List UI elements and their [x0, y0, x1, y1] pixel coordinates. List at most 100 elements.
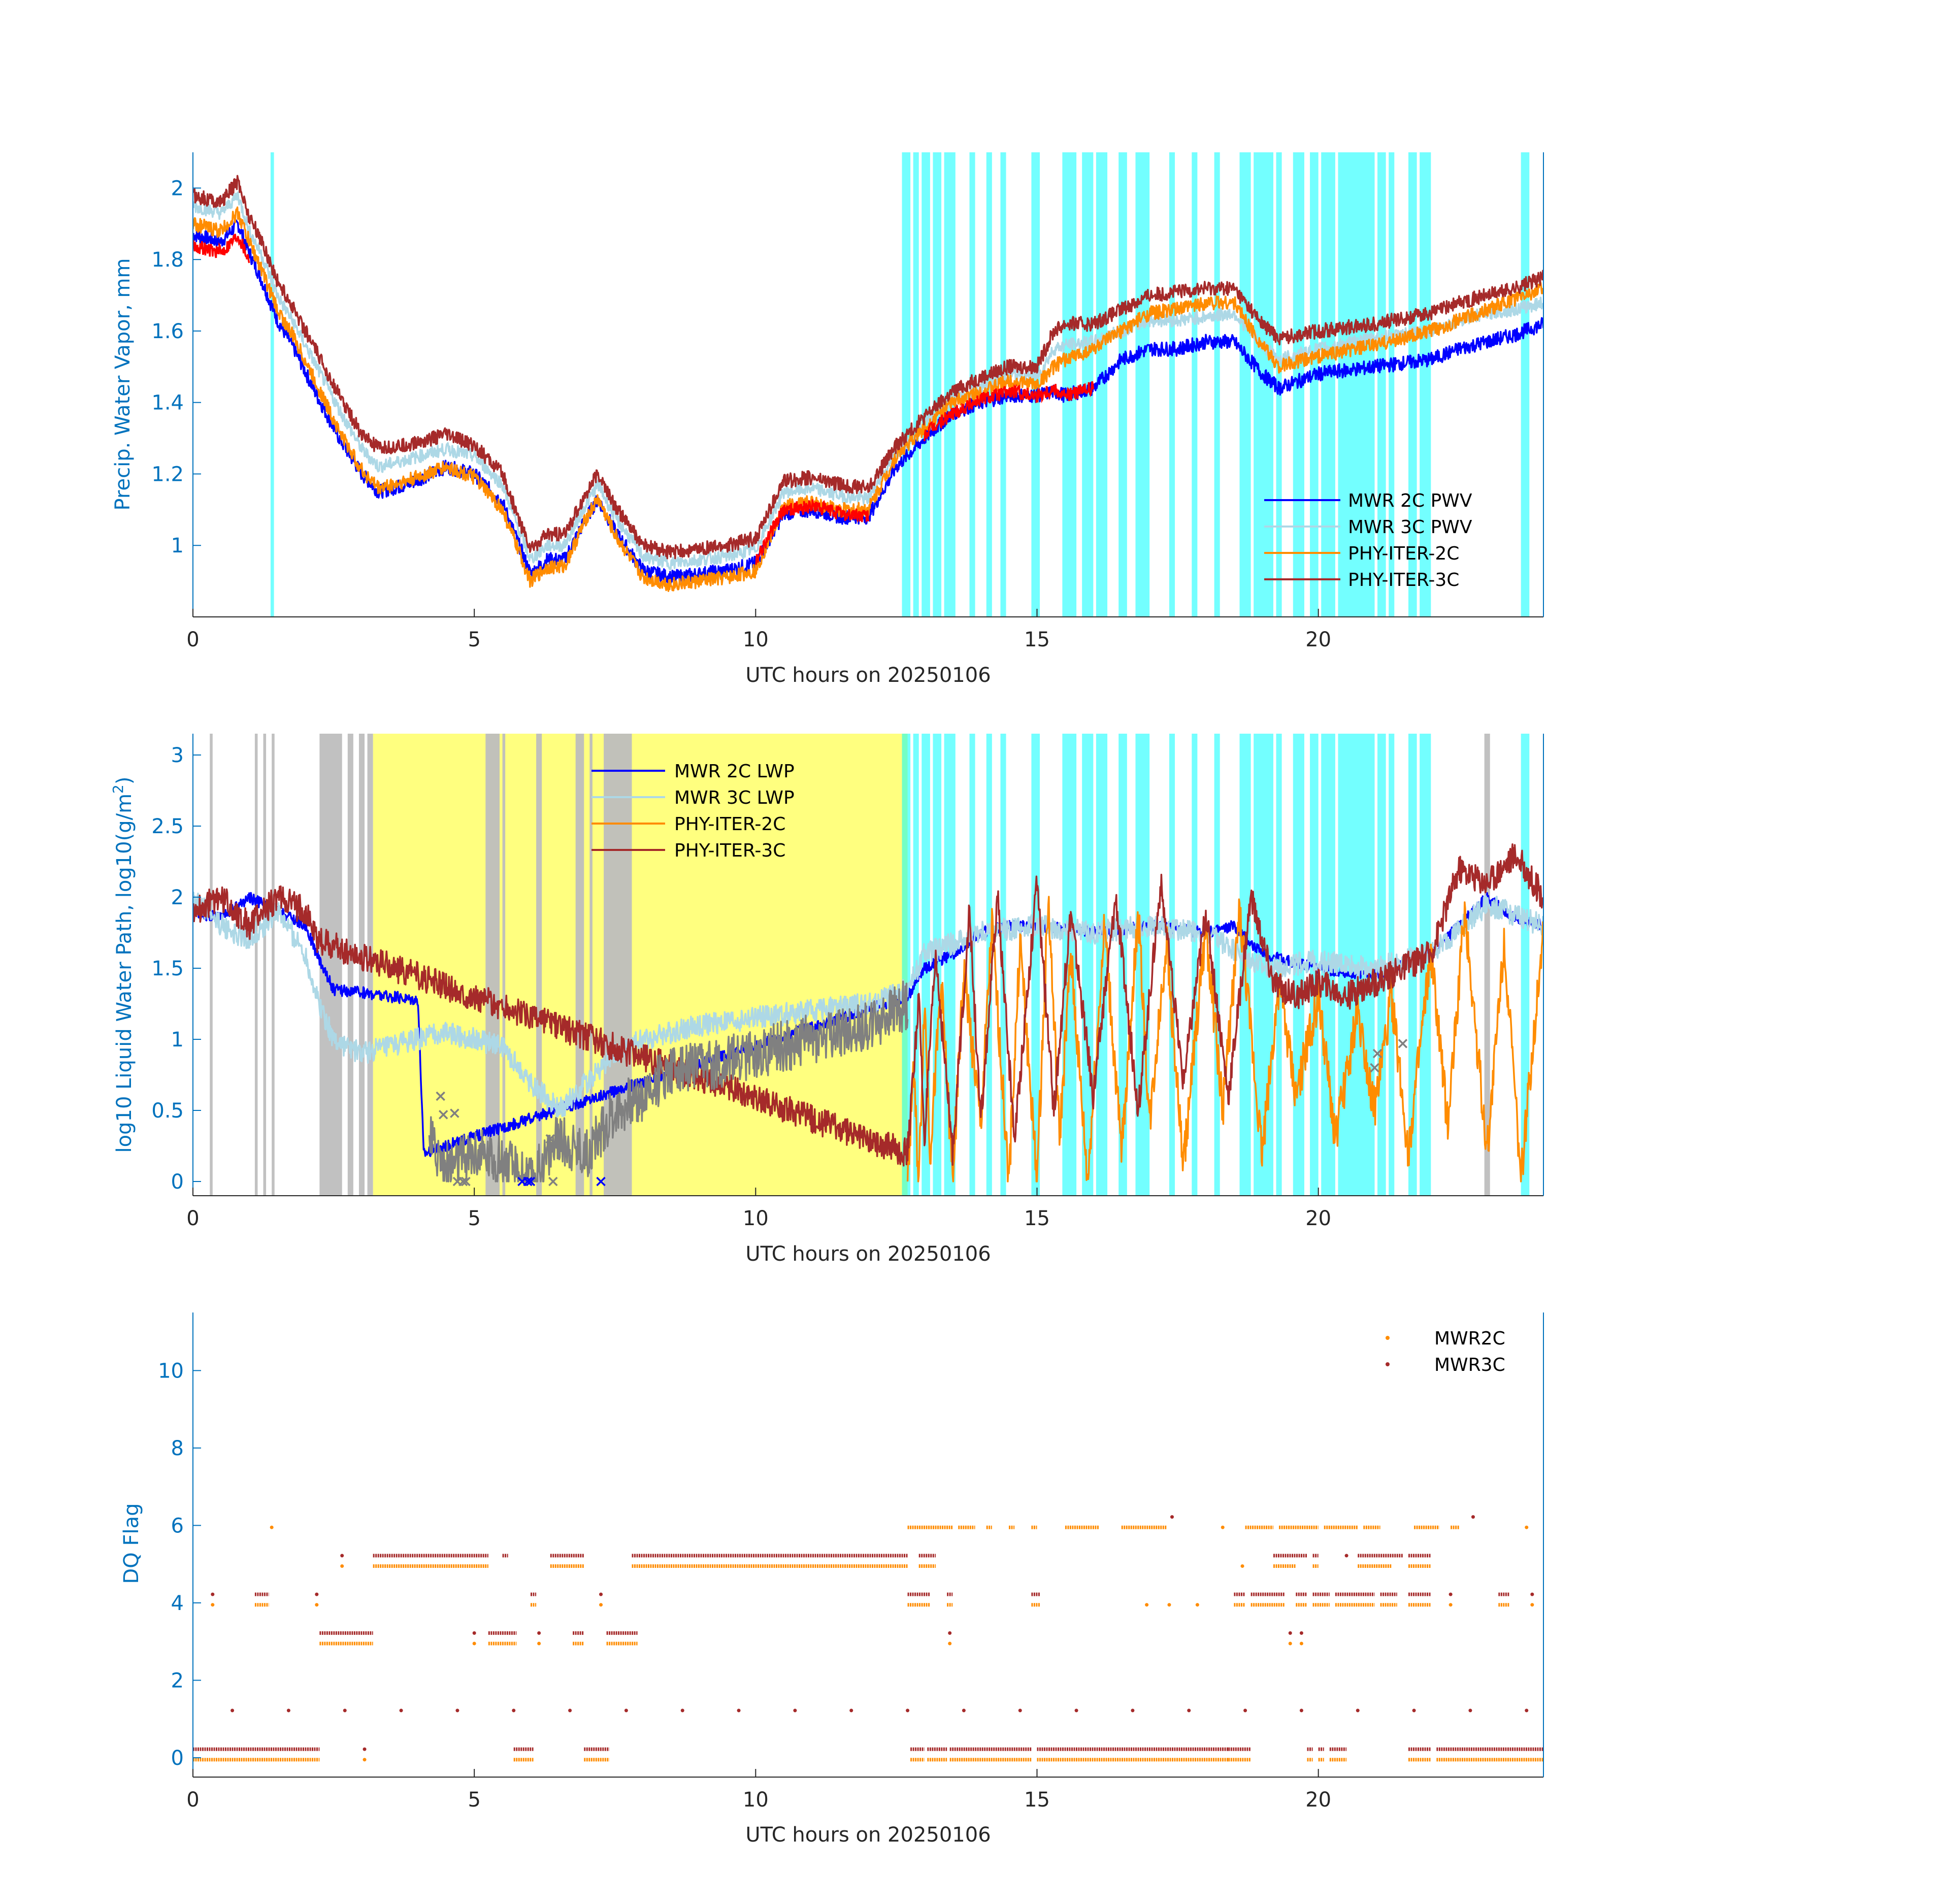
lwp-x-marker-gray-9: [1372, 1048, 1383, 1059]
lwp-legend: MWR 2C LWP MWR 3C LWP PHY-ITER-2C PHY-IT…: [591, 761, 795, 861]
lwp-gray-band-4: [319, 734, 342, 1196]
dq-point-mwr3c-1-1: [286, 1709, 290, 1713]
dq-point-mwr3c-5-0: [340, 1554, 344, 1558]
pwv-qc-band-23: [1321, 152, 1335, 617]
dq-legend: MWR2C MWR3C: [1386, 1328, 1505, 1375]
lwp-gray-band-10: [536, 734, 542, 1196]
dq-legend-marker-mwr2c: [1386, 1336, 1390, 1340]
dq-point-mwr3c-5-8: [1344, 1554, 1348, 1558]
pwv-ytick-label-2: 1.4: [151, 391, 184, 415]
dq-point-mwr3c-4-4: [599, 1592, 603, 1596]
lwp-series-mwr-3c-lwp-line: [193, 891, 1543, 1118]
dq-point-mwr3c-1-20: [1356, 1709, 1360, 1713]
pwv-qc-band-22: [1310, 152, 1319, 617]
dq-ytick-label-5: 10: [158, 1359, 184, 1383]
pwv-xtick-label-0: 0: [186, 628, 199, 651]
dq-point-mwr3c-4-0: [211, 1592, 215, 1596]
dq-point-mwr3c-1-13: [962, 1709, 966, 1713]
dq-point-mwr3c-1-4: [455, 1709, 459, 1713]
lwp-legend-label-mwr3c: MWR 3C LWP: [674, 787, 795, 808]
dq-point-mwr3c-1-0: [231, 1709, 235, 1713]
dq-point-mwr3c-3-3: [537, 1631, 541, 1635]
dq-axes: 0 5 10 15 20 0 2 4 6 8 10 DQ Flag UTC hours on 202…: [120, 1312, 1544, 1847]
lwp-ylabel-main: log10 Liquid Water Path, log10(g/m: [113, 794, 136, 1153]
lwp-plot-area: [193, 734, 1543, 1196]
pwv-marks: [193, 152, 1543, 617]
pwv-legend: MWR 2C PWV MWR 3C PWV PHY-ITER-2C PHY-IT…: [1264, 490, 1472, 590]
lwp-cyan-band-12: [1118, 734, 1127, 1196]
dq-point-mwr3c-1-10: [793, 1709, 797, 1713]
dq-point-mwr2c-3-3: [537, 1642, 541, 1646]
dq-point-mwr3c-1-23: [1525, 1709, 1529, 1713]
lwp-legend-label-mwr2c: MWR 2C LWP: [674, 761, 795, 782]
lwp-x-marker-gray-4: [461, 1176, 471, 1187]
pwv-legend-label-phy2c: PHY-ITER-2C: [1348, 543, 1459, 564]
dq-point-mwr3c-1-9: [737, 1709, 741, 1713]
lwp-gray-band-8: [485, 734, 500, 1196]
lwp-xtick-label-3: 15: [1024, 1207, 1050, 1230]
dq-point-mwr3c-1-5: [512, 1709, 516, 1713]
pwv-qc-band-1: [902, 152, 911, 617]
dq-marks: [193, 1515, 1543, 1762]
dq-point-mwr2c-5-0: [340, 1564, 344, 1568]
dq-point-mwr3c-1-12: [906, 1709, 910, 1713]
pwv-xlabel: UTC hours on 20250106: [745, 664, 991, 687]
pwv-xtick-label-1: 5: [468, 628, 480, 651]
lwp-series-phy-iter-3c-line: [193, 843, 1543, 1167]
dq-point-mwr3c-6-1: [1471, 1515, 1475, 1519]
pwv-qc-band-12: [1096, 152, 1108, 617]
dq-point-mwr2c-3-1: [472, 1642, 476, 1646]
pwv-flagged-segment-2: [924, 381, 1095, 442]
lwp-xtick-label-1: 5: [468, 1207, 480, 1230]
dq-point-mwr3c-1-18: [1243, 1709, 1247, 1713]
dq-plot-area: [193, 1515, 1543, 1762]
dq-point-mwr3c-3-7: [1288, 1631, 1292, 1635]
dq-ytick-label-0: 0: [171, 1747, 184, 1770]
dq-point-mwr3c-1-6: [568, 1709, 572, 1713]
lwp-xlabel: UTC hours on 20250106: [745, 1242, 991, 1266]
pwv-qc-band-26: [1389, 152, 1395, 617]
lwp-x-marker-blue-3: [596, 1176, 606, 1187]
lwp-frame: 0 5 10 15 20 0 0.5 1 1.5 2 2.5 3: [151, 734, 1544, 1230]
dq-point-mwr3c-1-16: [1131, 1709, 1135, 1713]
dq-point-mwr2c-3-6: [948, 1642, 952, 1646]
lwp-ylabel-tail: ): [113, 777, 136, 785]
pwv-qc-band-29: [1521, 152, 1530, 617]
lwp-yellow-band-0: [373, 734, 908, 1196]
pwv-qc-band-15: [1169, 152, 1175, 617]
pwv-ylabel: Precip. Water Vapor, mm: [111, 258, 135, 511]
pwv-ytick-label-4: 1.8: [151, 248, 184, 272]
pwv-ytick-label-0: 1: [171, 534, 184, 557]
lwp-cyan-band-15: [1192, 734, 1198, 1196]
lwp-ytick-label-4: 2: [171, 886, 184, 909]
pwv-series-phy-iter-3c-line: [193, 175, 1543, 560]
dq-xtick-label-3: 15: [1024, 1788, 1050, 1812]
dq-ylabel: DQ Flag: [120, 1503, 143, 1584]
dq-point-mwr3c-3-8: [1299, 1631, 1303, 1635]
lwp-ytick-label-6: 3: [171, 744, 184, 767]
lwp-cyan-band-0: [902, 734, 911, 1196]
lwp-cyan-band-8: [1031, 734, 1040, 1196]
dq-point-mwr3c-4-17: [1530, 1592, 1534, 1596]
dq-point-mwr3c-1-14: [1018, 1709, 1022, 1713]
lwp-x-marker-gray-1: [438, 1110, 448, 1120]
dq-ytick-label-1: 2: [171, 1669, 184, 1692]
pwv-ytick-label-5: 2: [171, 177, 184, 200]
dq-point-mwr3c-4-15: [1449, 1592, 1453, 1596]
pwv-qc-band-5: [944, 152, 956, 617]
dq-point-mwr3c-3-6: [948, 1631, 952, 1635]
pwv-qc-band-24: [1338, 152, 1375, 617]
lwp-x-marker-blue-1: [523, 1176, 533, 1187]
pwv-qc-band-14: [1135, 152, 1150, 617]
lwp-ytick-label-3: 1.5: [151, 957, 184, 980]
dq-xlabel: UTC hours on 20250106: [745, 1823, 991, 1847]
dq-point-mwr2c-3-8: [1299, 1642, 1303, 1646]
lwp-x-marker-gray-10: [1398, 1039, 1408, 1048]
pwv-flagged-segment-1: [754, 499, 869, 566]
lwp-gray-band-0: [210, 734, 213, 1196]
dq-point-mwr2c-5-5: [1240, 1564, 1244, 1568]
pwv-legend-label-mwr3c: MWR 3C PWV: [1348, 517, 1472, 538]
dq-point-mwr3c-0-1: [363, 1747, 367, 1751]
dq-point-mwr2c-4-8: [1145, 1603, 1149, 1607]
